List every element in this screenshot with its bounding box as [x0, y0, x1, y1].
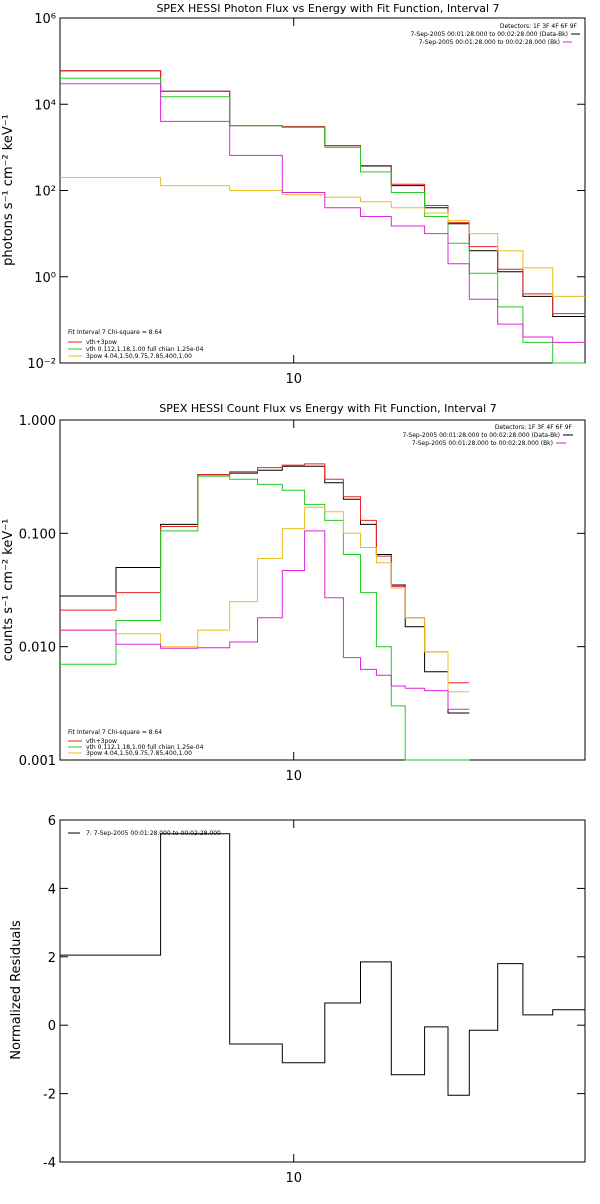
panel1-legend-title: Fit Interval 7 Chi-square = 8.64 [68, 329, 162, 336]
panel1-frame [59, 17, 586, 364]
panel2-legend-title: Fit Interval 7 Chi-square = 8.64 [68, 729, 162, 736]
panel1-y-tick-label-0: 10⁻² [27, 357, 56, 372]
panel1-series-4-line [60, 83, 585, 343]
panel3-frame [59, 819, 586, 1163]
panel2-x-tick-label-0: 10 [285, 769, 302, 784]
panel1-y-tick-label-3: 10⁴ [34, 98, 56, 113]
panel1-y-tick-label-4: 10⁶ [34, 12, 56, 27]
panel2-header: Detectors: 1F 3F 4F 6F 9F 7-Sep-2005 00:… [402, 424, 573, 447]
panel3-x-ticks: 10 [285, 820, 302, 1186]
panel2-series [60, 463, 470, 761]
panel2-bk-interval-text: 7-Sep-2005 00:01:28.000 to 00:02:28.000 … [412, 440, 553, 447]
panel1-y-axis-label: photons s⁻¹ cm⁻² keV⁻¹ [1, 114, 16, 266]
panel2-series-1-line [60, 463, 470, 684]
panel2-legend-entry-0: vth+3pow [86, 738, 117, 745]
panel2-y-tick-label-1: 0.010 [19, 641, 56, 656]
panel2-y-tick-label-3: 1.000 [19, 414, 56, 429]
panel3-series [60, 833, 585, 1096]
panel3-y-tick-label-2: 0 [48, 1019, 56, 1034]
panel1-series-0-line [60, 70, 585, 317]
panel2-frame [59, 419, 586, 761]
panel1-legend-entry-0: vth+3pow [86, 339, 117, 346]
panel1-header: Detectors: 1F 3F 4F 6F 9F 7-Sep-2005 00:… [410, 23, 580, 46]
panel2-y-tick-label-2: 0.100 [19, 527, 56, 542]
panel1-x-tick-label-0: 10 [285, 372, 302, 387]
panel3-y-tick-label-1: -2 [43, 1088, 56, 1103]
panel2-series-2-line [60, 475, 470, 761]
panel3-series-0-line [60, 833, 585, 1096]
panel2-y-ticks: 0.001 0.010 0.100 1.000 [19, 414, 585, 769]
panel1-legend: Fit Interval 7 Chi-square = 8.64 vth+3po… [68, 329, 204, 360]
panel1-y-ticks: 10⁻² 10⁰ 10² 10⁴ 10⁶ [27, 12, 585, 372]
panel1-y-tick-label-1: 10⁰ [34, 271, 56, 286]
panel1-y-tick-label-2: 10² [34, 185, 56, 200]
panel3-y-ticks: -4 -2 0 2 4 6 [43, 814, 585, 1171]
panel1-legend-entry-1: vth 0.112,1.18,1.00 full chian 1.25e-04 [86, 346, 204, 353]
panel2-legend: Fit Interval 7 Chi-square = 8.64 vth+3po… [68, 729, 204, 757]
panel1-legend-entry-2: 3pow 4.04,1.50,9.75,7.85,400,1.00 [86, 353, 192, 360]
panel1-detectors-text: Detectors: 1F 3F 4F 6F 9F [500, 23, 578, 30]
panel1-data-interval-text: 7-Sep-2005 00:01:28.000 to 00:02:28.000 … [410, 31, 568, 38]
panel3-x-tick-label-0: 10 [285, 1171, 302, 1186]
panel3-y-tick-label-4: 4 [48, 882, 56, 897]
panel2-series-4-line [60, 530, 470, 710]
panel1-series [60, 70, 585, 364]
panel3-annotation: 7: 7-Sep-2005 00:01:28.000 to 00:02:28.0… [86, 830, 221, 837]
panel3-y-tick-label-3: 2 [48, 951, 56, 966]
panel1-bk-interval-text: 7-Sep-2005 00:01:28.000 to 00:02:28.000 … [419, 39, 560, 46]
panel2-series-0-line [60, 465, 470, 714]
panel3-y-tick-label-5: 6 [48, 814, 56, 829]
panel2-series-3-line [60, 506, 470, 693]
panel1-x-ticks: 10 [285, 18, 302, 387]
panel2-data-interval-text: 7-Sep-2005 00:01:28.000 to 00:02:28.000 … [402, 432, 560, 439]
panel1-series-3-line [60, 177, 585, 297]
panel2-y-tick-label-0: 0.001 [19, 754, 56, 769]
panel2-y-axis-label: counts s⁻¹ cm⁻² keV⁻¹ [1, 519, 16, 662]
panel2-legend-entry-1: vth 0.112,1.18,1.00 full chian 1.25e-04 [86, 744, 204, 751]
panel1-title: SPEX HESSI Photon Flux vs Energy with Fi… [156, 2, 499, 15]
panel2-detectors-text: Detectors: 1F 3F 4F 6F 9F [495, 424, 573, 431]
panel2-x-ticks: 10 [285, 420, 302, 784]
panel3-y-axis-label: Normalized Residuals [9, 920, 24, 1060]
panel2-title: SPEX HESSI Count Flux vs Energy with Fit… [159, 402, 496, 415]
panel3-y-tick-label-0: -4 [43, 1156, 56, 1171]
panel1-series-2-line [60, 77, 585, 364]
panel2-legend-entry-2: 3pow 4.04,1.50,9.75,7.85,400,1.00 [86, 750, 192, 757]
